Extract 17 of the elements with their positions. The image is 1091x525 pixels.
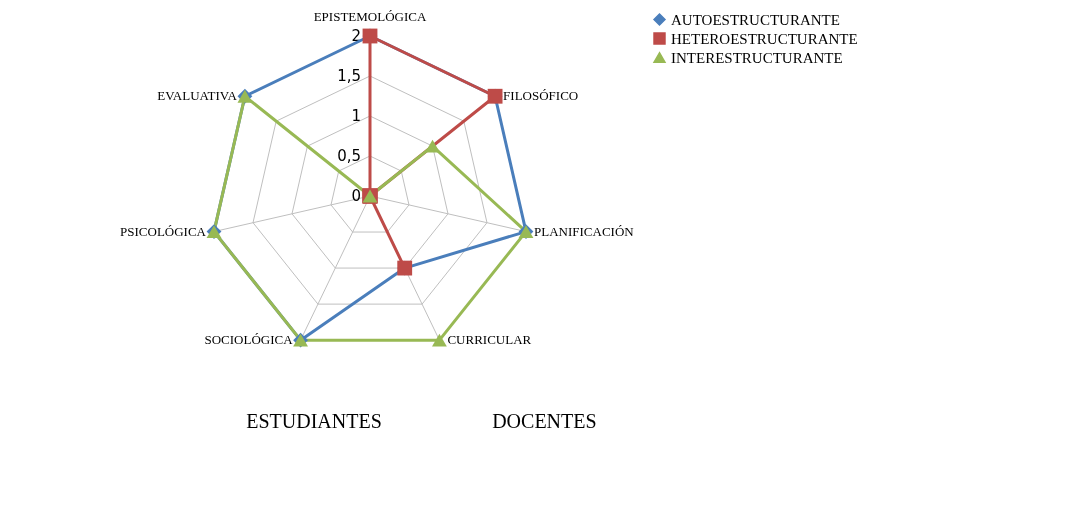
y-tick-label: 1,5 bbox=[337, 67, 361, 85]
legend-label: AUTOESTRUCTURANTE bbox=[671, 11, 840, 28]
spoke-label: FILOSÓFICO bbox=[503, 88, 579, 104]
y-tick-label: 2 bbox=[351, 27, 361, 45]
y-tick-label: 0,5 bbox=[337, 147, 361, 165]
spoke-label: SOCIOLÓGICA bbox=[204, 332, 294, 348]
spoke-label: EPISTEMOLÓGICA bbox=[313, 8, 427, 24]
text: ESTUDIANTES bbox=[246, 410, 382, 433]
y-tick-label: 0 bbox=[351, 187, 361, 205]
spoke-label: EVALUATIVA bbox=[157, 88, 238, 104]
y-tick-label: 1 bbox=[351, 107, 361, 125]
text: DOCENTES bbox=[492, 410, 597, 433]
spoke-label: CURRICULAR bbox=[447, 332, 532, 348]
legend-label: HETEROESTRUCTURANTE bbox=[671, 30, 858, 47]
spoke-label: PSICOLÓGICA bbox=[120, 223, 207, 239]
spoke-label: PLANIFICACIÓN bbox=[533, 223, 635, 239]
legend-label: INTERESTRUCTURANTE bbox=[671, 49, 843, 66]
